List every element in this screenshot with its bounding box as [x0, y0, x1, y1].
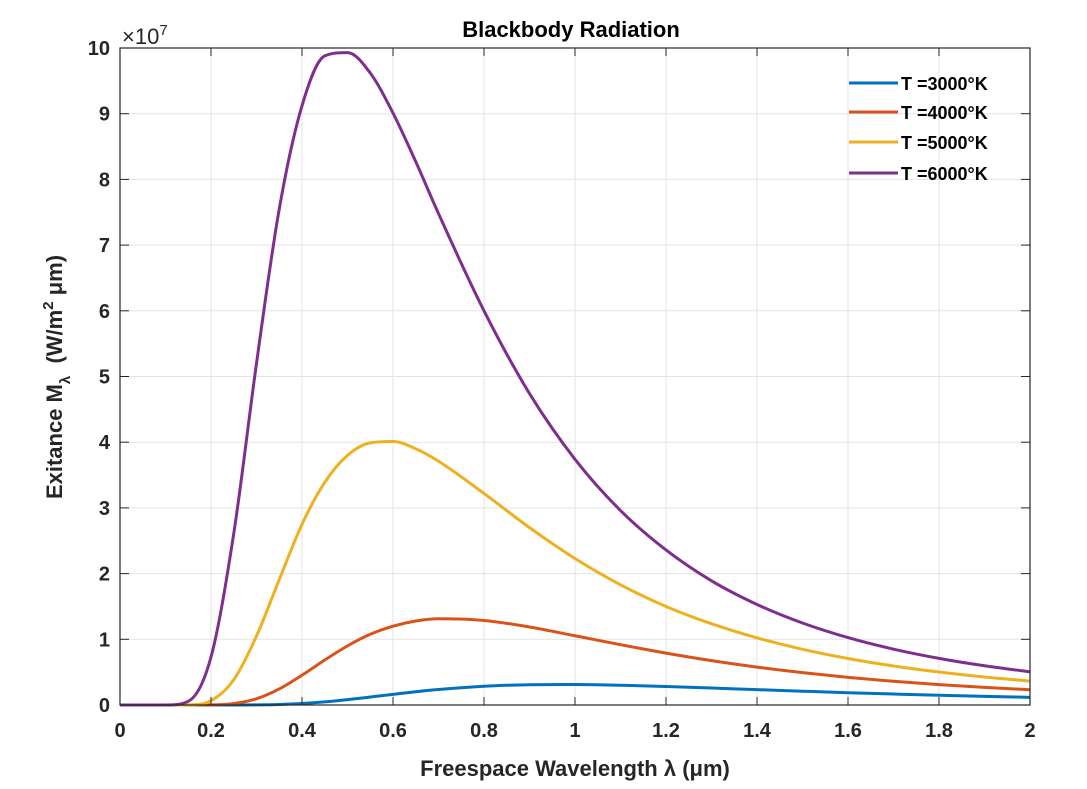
x-tick-label: 1.2 — [652, 720, 680, 742]
y-tick-label: 9 — [99, 104, 110, 126]
y-tick-label: 4 — [99, 432, 111, 454]
y-tick-label: 10 — [88, 38, 110, 60]
x-tick-label: 0.2 — [197, 720, 225, 742]
y-label-end: μm) — [42, 255, 67, 301]
ticks — [119, 47, 1031, 706]
series-line-3 — [120, 440, 1031, 707]
x-tick-label: 1 — [569, 720, 580, 742]
y-tick-label: 5 — [99, 367, 110, 389]
y-tick-label: 8 — [99, 169, 110, 191]
y-multiplier: ×107 — [122, 22, 168, 49]
series-line-4 — [120, 51, 1031, 707]
y-label-sub: λ — [57, 375, 74, 384]
legend-label: T =5000°K — [901, 133, 988, 153]
y-label-mid: (W/m — [42, 310, 67, 376]
x-tick-label: 0 — [114, 720, 125, 742]
y-label-main: Exitance M — [42, 384, 67, 499]
chart-title: Blackbody Radiation — [462, 17, 680, 42]
legend: T =3000°K T =4000°K T =5000°K T =6000°K — [849, 74, 988, 184]
x-tick-label: 2 — [1024, 720, 1035, 742]
x-tick-label: 0.4 — [288, 720, 317, 742]
x-tick-label: 1.8 — [925, 720, 953, 742]
x-tick-label: 1.4 — [743, 720, 772, 742]
y-multiplier-base: ×10 — [122, 24, 159, 49]
legend-label: T =3000°K — [901, 74, 988, 94]
y-tick-label: 7 — [99, 235, 110, 257]
y-label-sup: 2 — [40, 301, 57, 309]
y-tick-labels: 0 1 2 3 4 5 6 7 8 9 10 — [88, 38, 111, 717]
x-tick-label: 1.6 — [834, 720, 862, 742]
y-tick-label: 6 — [99, 301, 110, 323]
y-tick-label: 3 — [99, 498, 110, 520]
y-axis-label: Exitance Mλ (W/m2 μm) — [40, 255, 74, 499]
x-tick-labels: 0 0.2 0.4 0.6 0.8 1 1.2 1.4 1.6 1.8 2 — [114, 720, 1035, 742]
x-axis-label: Freespace Wavelength λ (μm) — [420, 756, 730, 781]
x-tick-label: 0.6 — [379, 720, 407, 742]
legend-label: T =4000°K — [901, 103, 988, 123]
y-multiplier-exp: 7 — [159, 22, 167, 39]
series-line-2 — [120, 617, 1031, 707]
legend-label: T =6000°K — [901, 164, 988, 184]
x-tick-label: 0.8 — [470, 720, 498, 742]
y-tick-label: 0 — [99, 695, 110, 717]
y-tick-label: 1 — [99, 629, 110, 651]
y-tick-label: 2 — [99, 564, 110, 586]
